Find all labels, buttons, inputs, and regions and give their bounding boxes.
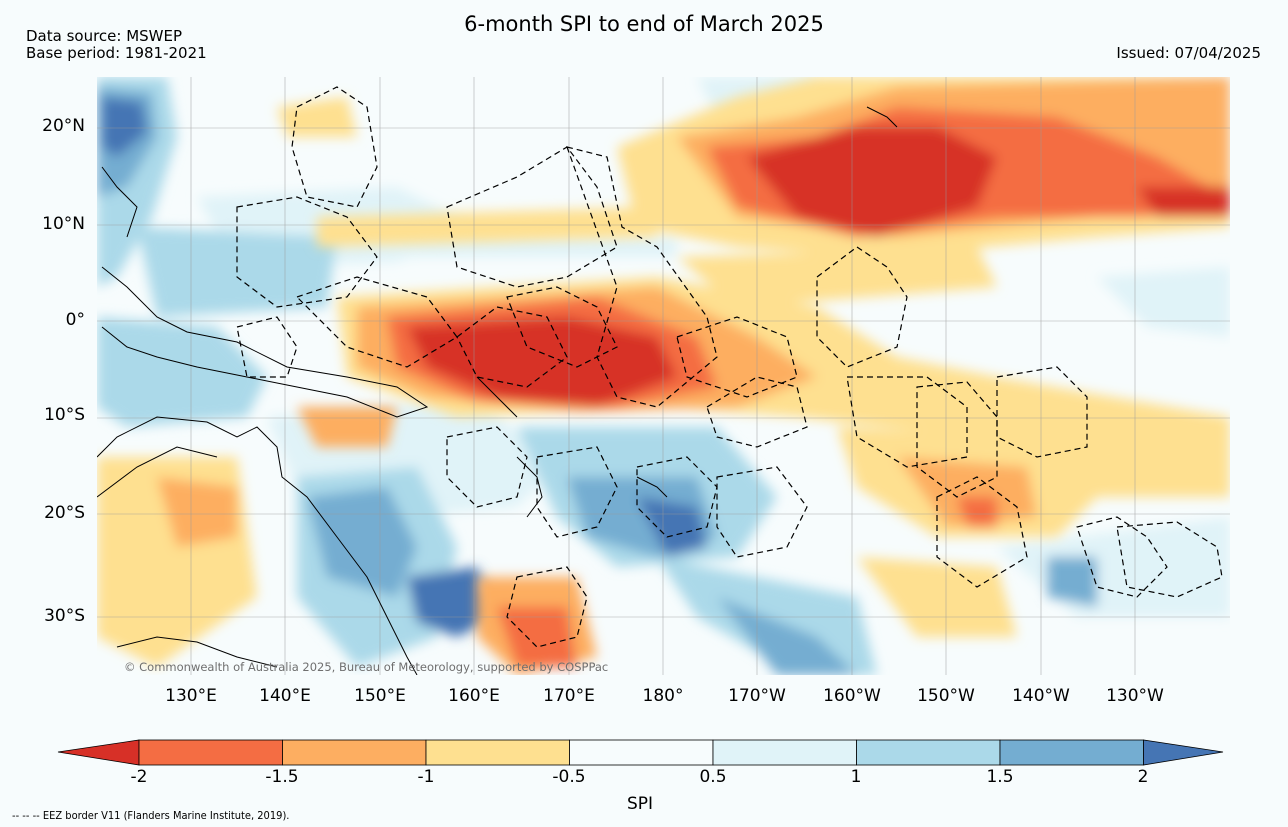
colorbar-arrow-low bbox=[57, 739, 140, 766]
lon-label-140w: 140°W bbox=[1012, 686, 1070, 706]
lat-label-30s: 30°S bbox=[44, 606, 85, 626]
spi-dry-regions bbox=[97, 77, 1230, 675]
colorbar-tick-0-5: 0.5 bbox=[699, 767, 727, 787]
data-source-label: Data source: MSWEP bbox=[26, 27, 183, 45]
colorbar-tick-neg2: -2 bbox=[130, 767, 148, 787]
lat-label-20n: 20°N bbox=[42, 116, 85, 136]
lon-label-150e: 150°E bbox=[354, 686, 406, 706]
colorbar-tick-2: 2 bbox=[1137, 767, 1149, 787]
colorbar-tick-1-5: 1.5 bbox=[986, 767, 1014, 787]
map-title: 6-month SPI to end of March 2025 bbox=[464, 12, 824, 36]
colorbar-label: SPI bbox=[626, 794, 654, 814]
coastlines bbox=[97, 106, 898, 675]
lat-label-equator: 0° bbox=[65, 310, 85, 330]
lon-label-130w: 130°W bbox=[1106, 686, 1164, 706]
colorbar-tick-neg1-5: -1.5 bbox=[265, 767, 299, 787]
spi-map bbox=[97, 77, 1230, 675]
lat-label-10s: 10°S bbox=[44, 405, 85, 425]
lon-label-170e: 170°E bbox=[543, 686, 595, 706]
colorbar-bin-6 bbox=[856, 739, 1001, 766]
lon-label-160e: 160°E bbox=[448, 686, 500, 706]
lat-label-10n: 10°N bbox=[42, 214, 85, 234]
lon-label-160w: 160°W bbox=[823, 686, 881, 706]
issued-date-label: Issued: 07/04/2025 bbox=[1116, 44, 1261, 62]
colorbar-bin-1 bbox=[138, 739, 283, 766]
lon-label-130e: 130°E bbox=[165, 686, 217, 706]
colorbar-bin-4 bbox=[569, 739, 714, 766]
lat-label-20s: 20°S bbox=[44, 503, 85, 523]
grid-lines bbox=[97, 77, 1230, 675]
colorbar-bin-7 bbox=[999, 739, 1144, 766]
colorbar-bin-3 bbox=[425, 739, 570, 766]
spi-colorbar bbox=[57, 739, 1224, 766]
eez-borders bbox=[236, 86, 1223, 648]
colorbar-arrow-high bbox=[1143, 739, 1224, 766]
colorbar-bin-5 bbox=[712, 739, 857, 766]
lon-label-150w: 150°W bbox=[917, 686, 975, 706]
colorbar-tick-neg1: -1 bbox=[417, 767, 435, 787]
colorbar-tick-neg0-5: -0.5 bbox=[552, 767, 586, 787]
copyright-note: © Commonwealth of Australia 2025, Bureau… bbox=[124, 660, 609, 674]
colorbar-tick-1: 1 bbox=[850, 767, 862, 787]
colorbar-bin-2 bbox=[282, 739, 427, 766]
eez-border-footnote: -- -- -- EEZ border V11 (Flanders Marine… bbox=[12, 809, 290, 822]
base-period-label: Base period: 1981-2021 bbox=[26, 44, 207, 62]
lon-label-140e: 140°E bbox=[259, 686, 311, 706]
lon-label-180: 180° bbox=[642, 686, 684, 706]
lon-label-170w: 170°W bbox=[728, 686, 786, 706]
